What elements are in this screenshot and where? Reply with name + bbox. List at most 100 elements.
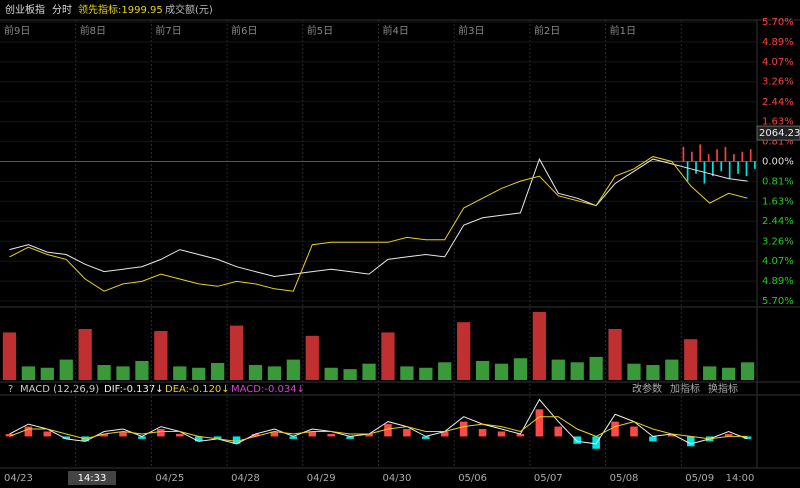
day-label: 前2日: [534, 24, 560, 37]
lead-bar: [712, 161, 714, 177]
volume-bar: [305, 335, 319, 380]
macd-bar: [724, 433, 733, 437]
macd-bar: [630, 426, 638, 437]
x-tick-label: 05/06: [458, 473, 487, 484]
lead-bar: [690, 151, 693, 162]
x-tick-label: 05/09: [685, 473, 714, 484]
macd-bar: [422, 436, 430, 439]
volume-bar: [154, 331, 168, 380]
lead-bar: [699, 144, 702, 162]
volume-bar: [135, 360, 149, 380]
day-label: 前9日: [4, 24, 30, 37]
volume-bar: [362, 363, 376, 380]
macd-bar: [62, 436, 71, 439]
lead-bar: [716, 149, 718, 162]
macd-bar: [119, 431, 127, 437]
dea-line: [9, 416, 748, 442]
lead-bar: [728, 161, 731, 179]
macd-bar: [573, 436, 581, 444]
macd-bar: [403, 429, 411, 437]
y-tick-label: 5.70%: [762, 17, 794, 28]
y-tick-label: 1.63%: [762, 196, 794, 207]
day-label: 前1日: [610, 24, 636, 37]
price-label: 2064.23: [759, 128, 800, 139]
x-tick-label: 14:00: [726, 473, 755, 484]
volume-bar: [267, 366, 282, 380]
volume-bar: [438, 362, 452, 380]
lead-bar: [686, 161, 689, 182]
lead-bar: [682, 146, 685, 162]
help[interactable]: ?: [8, 384, 13, 395]
lead-bar: [695, 161, 697, 174]
day-label: 前8日: [80, 24, 106, 37]
lead-indicator: 领先指标:1999.95: [78, 3, 163, 16]
volume-bar: [400, 366, 414, 380]
macd-bar: [592, 436, 600, 449]
macd-bar: [346, 436, 354, 439]
cursor-box: [68, 471, 116, 485]
y-tick-label: 1.63%: [762, 117, 794, 128]
dea-label: DEA:-0.120↓: [165, 384, 230, 395]
price-box: [756, 125, 800, 141]
macd-label: MACD:-0.034↓: [231, 384, 305, 395]
lead-bar: [745, 161, 748, 177]
macd-bar: [535, 409, 544, 437]
macd-bar: [327, 433, 335, 437]
volume-bar: [457, 322, 471, 380]
y-tick-label: 0.81%: [762, 176, 794, 187]
turnover: 成交额(元): [165, 3, 213, 16]
volume-bar: [419, 367, 433, 380]
y-tick-label: 0.00%: [762, 157, 794, 168]
volume-bar: [627, 363, 641, 380]
macd-bar: [213, 436, 222, 439]
volume-bar: [703, 366, 717, 380]
y-tick-label: 2.44%: [762, 216, 794, 227]
macd-bar: [232, 436, 241, 444]
volume-bar: [2, 332, 17, 380]
price-line: [9, 157, 748, 278]
volume-bar: [475, 360, 490, 380]
macd-title: MACD (12,26,9): [20, 384, 99, 395]
volume-bar: [97, 365, 111, 380]
y-tick-label: 2.44%: [762, 97, 794, 108]
dif-label: DIF:-0.137↓: [104, 384, 164, 395]
x-tick-label: 14:33: [78, 473, 107, 484]
volume-bar: [684, 339, 698, 380]
lead-bar: [737, 161, 739, 174]
macd-bar: [138, 436, 146, 439]
price-line: [9, 156, 748, 292]
macd-bar: [554, 426, 563, 437]
volume-bar: [589, 356, 603, 380]
x-tick-label: 04/28: [231, 473, 260, 484]
volume-bar: [192, 367, 206, 380]
macd-bar: [743, 436, 752, 439]
volume-bar: [532, 312, 546, 380]
y-tick-label: 3.26%: [762, 236, 794, 247]
volume-bar: [570, 362, 584, 380]
macd-bar: [251, 433, 260, 437]
volume-bar: [324, 367, 338, 380]
macd-bar: [497, 431, 506, 437]
macd-bar: [365, 433, 373, 437]
volume-bar: [551, 359, 565, 380]
macd-bar: [100, 433, 108, 437]
button[interactable]: 换指标: [708, 382, 738, 395]
lead-bar: [749, 149, 752, 162]
volume-bar: [343, 369, 357, 380]
volume-bar: [248, 365, 263, 380]
volume-bar: [665, 359, 679, 380]
macd-bar: [24, 426, 33, 437]
index-name: 创业板指: [5, 3, 45, 16]
y-tick-label: 0.81%: [762, 137, 794, 148]
day-label: 前4日: [383, 24, 409, 37]
mode[interactable]: 分时: [52, 4, 72, 16]
macd-bar: [289, 436, 298, 439]
button[interactable]: 改参数: [632, 382, 662, 395]
volume-bar: [740, 362, 755, 380]
y-tick-label: 3.26%: [762, 77, 794, 88]
y-tick-label: 4.07%: [762, 57, 794, 68]
button[interactable]: 加指标: [670, 382, 700, 395]
